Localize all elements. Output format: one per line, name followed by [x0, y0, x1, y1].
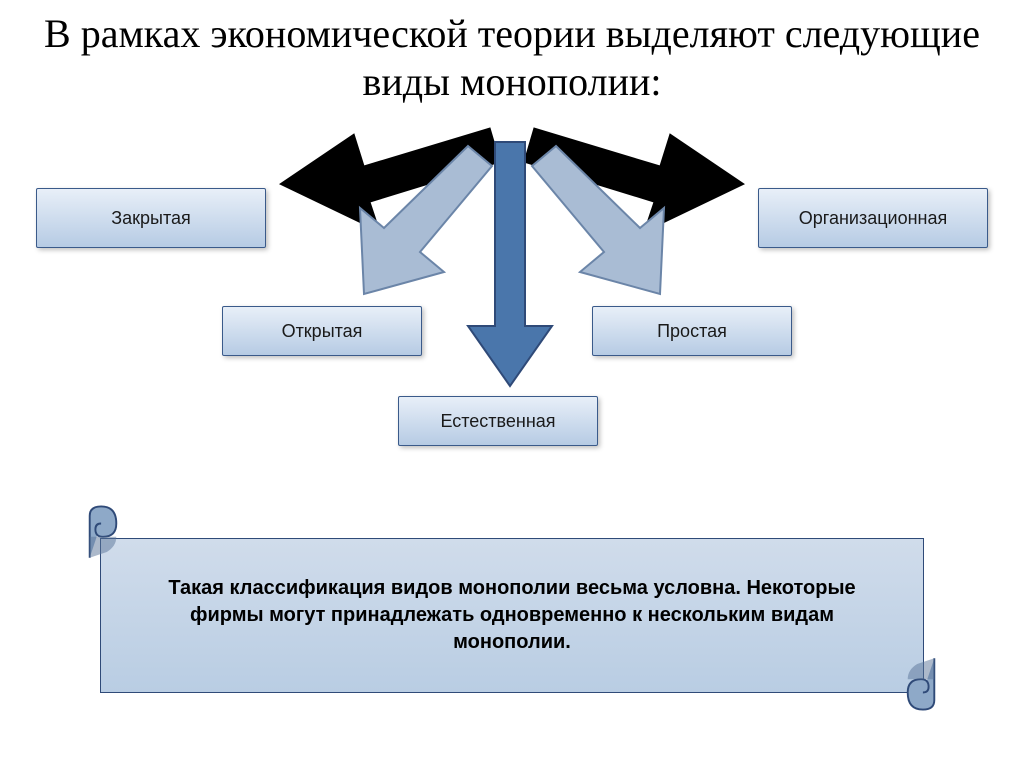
- scroll-curl-top-left: [84, 504, 122, 562]
- box-open-label: Открытая: [282, 321, 363, 342]
- box-closed-label: Закрытая: [111, 208, 191, 229]
- box-closed: Закрытая: [36, 188, 266, 248]
- box-natural-label: Естественная: [440, 411, 555, 432]
- box-open: Открытая: [222, 306, 422, 356]
- scroll-body: Такая классификация видов монополии весь…: [100, 538, 924, 693]
- box-org: Организационная: [758, 188, 988, 248]
- box-simple: Простая: [592, 306, 792, 356]
- diagram-area: Закрытая Организационная Открытая Проста…: [0, 106, 1024, 466]
- box-org-label: Организационная: [799, 208, 947, 229]
- scroll-curl-bottom-right: [902, 654, 940, 712]
- scroll-text: Такая классификация видов монополии весь…: [161, 575, 863, 656]
- scroll-banner: Такая классификация видов монополии весь…: [70, 508, 954, 708]
- box-simple-label: Простая: [657, 321, 727, 342]
- box-natural: Естественная: [398, 396, 598, 446]
- page-title: В рамках экономической теории выделяют с…: [0, 0, 1024, 106]
